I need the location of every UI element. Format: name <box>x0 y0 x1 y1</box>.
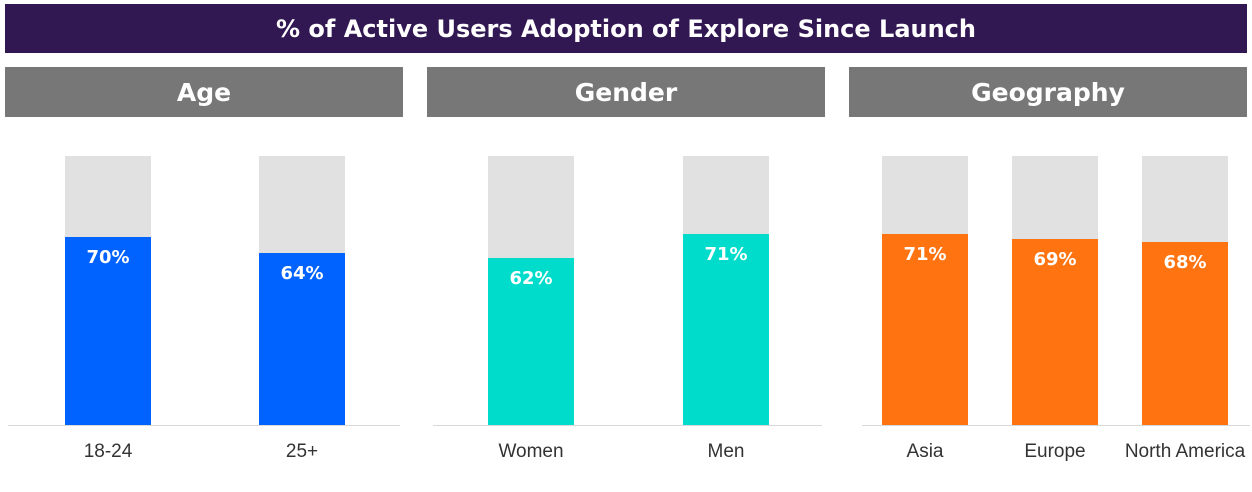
category-label: North America <box>1124 441 1246 462</box>
panel-header-age: Age <box>5 67 403 117</box>
data-label: 69% <box>1033 249 1077 271</box>
panel-header-geography: Geography <box>849 67 1247 117</box>
data-label: 71% <box>903 244 947 265</box>
bar <box>882 234 968 425</box>
bar <box>1012 239 1098 425</box>
category-label: Men <box>707 441 745 462</box>
bar <box>65 236 151 425</box>
bar <box>1142 242 1228 425</box>
category-label: 25+ <box>285 441 319 462</box>
data-label: 70% <box>86 246 130 268</box>
bar <box>259 252 345 425</box>
data-label: 64% <box>280 262 324 284</box>
data-label: 68% <box>1163 252 1207 274</box>
data-label: 71% <box>704 244 748 265</box>
baseline <box>862 425 1250 426</box>
data-label: 62% <box>509 268 553 290</box>
panel-header-gender: Gender <box>427 67 825 117</box>
baseline <box>8 425 400 426</box>
category-label: 18-24 <box>83 441 133 462</box>
bar <box>683 234 769 425</box>
category-label: Asia <box>906 441 944 462</box>
bar <box>488 258 574 425</box>
page-title: % of Active Users Adoption of Explore Si… <box>5 4 1247 53</box>
category-label: Europe <box>1024 441 1086 462</box>
category-label: Women <box>498 441 564 462</box>
baseline <box>433 425 822 426</box>
